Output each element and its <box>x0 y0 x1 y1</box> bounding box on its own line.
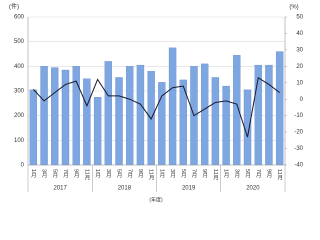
bar <box>104 61 112 166</box>
x-tick-label: 11月 <box>212 169 219 182</box>
y-tick-label: 300 <box>14 89 25 95</box>
x-tick-label: 1月 <box>30 169 37 179</box>
y2-tick-label: 30 <box>296 47 303 53</box>
bar <box>243 89 252 166</box>
line <box>32 77 280 138</box>
bar <box>168 47 177 166</box>
bar <box>40 66 48 166</box>
y-tick-label: 400 <box>14 64 25 70</box>
x-tick-label: 3月 <box>41 169 48 179</box>
y-tick-label: 500 <box>14 39 25 45</box>
bar <box>93 97 102 166</box>
x-tick-label: 9月 <box>137 169 144 179</box>
bar <box>83 78 91 166</box>
y2-unit: (%) <box>289 5 298 11</box>
x-tick-label: 11月 <box>276 169 283 182</box>
bar <box>51 67 59 166</box>
bar <box>201 63 209 166</box>
y2-tick-label: -40 <box>294 163 303 169</box>
y2-tick-label: 20 <box>296 64 303 70</box>
bar <box>211 77 220 166</box>
x-tick-label: 1月 <box>94 169 101 179</box>
y2-tick-label: -10 <box>294 113 303 119</box>
year-label: 2017 <box>53 186 67 192</box>
x-tick-label: 3月 <box>233 169 240 179</box>
y2-tick-label: -30 <box>294 146 303 152</box>
y2-tick-label: 40 <box>296 31 303 37</box>
x-tick-label: 7月 <box>191 169 198 179</box>
year-label: 2018 <box>118 186 132 192</box>
y2-tick-label: 0 <box>300 97 304 103</box>
bar <box>275 51 284 166</box>
bar <box>222 85 230 166</box>
x-unit: (年度) <box>149 196 163 203</box>
y-tick-label: 100 <box>14 138 25 144</box>
x-tick-label: 5月 <box>116 169 123 179</box>
x-tick-label: 1月 <box>158 169 165 179</box>
x-tick-label: 7月 <box>255 169 262 179</box>
y2-tick-label: 10 <box>296 80 303 86</box>
chart: (件) (%) (年度) 0100200300400500600-40-30-2… <box>9 3 304 204</box>
x-tick-label: 9月 <box>265 169 272 179</box>
x-tick-label: 9月 <box>73 169 80 179</box>
year-label: 2019 <box>182 186 196 192</box>
bar <box>158 82 166 166</box>
x-tick-label: 3月 <box>169 169 176 179</box>
y2-tick-label: 50 <box>296 15 303 21</box>
y-unit: (件) <box>9 3 19 11</box>
x-tick-label: 9月 <box>201 169 208 179</box>
x-tick-label: 11月 <box>83 169 90 182</box>
bar <box>29 89 38 166</box>
year-label: 2020 <box>246 186 260 192</box>
x-tick-label: 11月 <box>148 169 155 182</box>
bar <box>115 77 123 166</box>
x-tick-label: 5月 <box>51 169 58 179</box>
bar <box>233 55 241 166</box>
bar <box>136 64 145 166</box>
y-tick-label: 0 <box>21 163 25 169</box>
x-tick-label: 7月 <box>126 169 133 179</box>
x-tick-label: 7月 <box>62 169 69 179</box>
y-tick-label: 200 <box>14 113 25 119</box>
x-tick-label: 5月 <box>180 169 187 179</box>
x-tick-label: 5月 <box>244 169 251 179</box>
bar <box>265 64 273 166</box>
x-tick-label: 3月 <box>105 169 112 179</box>
y2-tick-label: -20 <box>294 130 303 136</box>
x-tick-label: 1月 <box>223 169 230 179</box>
y-tick-label: 600 <box>14 15 25 21</box>
bar <box>126 66 134 166</box>
